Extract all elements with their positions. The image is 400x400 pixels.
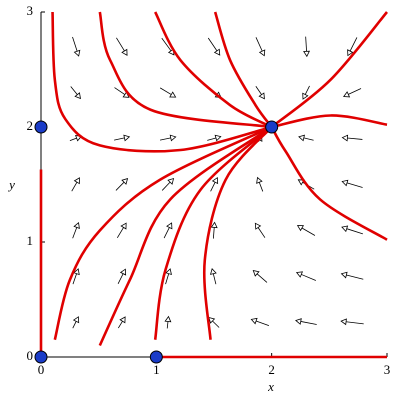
field-arrow	[340, 318, 364, 326]
equilibrium-point	[149, 350, 163, 364]
field-arrow	[71, 177, 80, 192]
field-arrow	[116, 37, 128, 56]
field-arrow	[117, 316, 126, 329]
field-arrow	[114, 134, 131, 142]
field-arrow	[341, 134, 363, 142]
x-tick-label: 2	[268, 362, 275, 377]
field-arrow	[163, 222, 173, 239]
y-tick-label: 3	[27, 3, 34, 18]
field-arrow	[72, 36, 81, 57]
field-arrow	[165, 268, 172, 285]
field-arrow	[254, 222, 266, 238]
x-tick-label: 3	[384, 362, 391, 377]
trajectory	[270, 126, 388, 241]
field-arrow	[255, 86, 265, 100]
y-axis-label: y	[7, 177, 15, 192]
field-arrow	[210, 268, 217, 285]
field-arrow	[115, 178, 129, 191]
field-arrow	[295, 271, 316, 281]
equilibrium-point	[34, 120, 48, 134]
field-arrow	[210, 221, 218, 239]
trajectory	[213, 11, 273, 128]
field-arrow	[252, 270, 268, 283]
field-arrow	[72, 316, 80, 329]
field-arrow	[164, 315, 172, 329]
trajectory	[270, 11, 388, 129]
field-arrow	[70, 86, 81, 100]
trajectory	[98, 125, 273, 347]
field-arrow	[159, 134, 177, 142]
field-arrow	[303, 36, 311, 58]
trajectory	[154, 11, 273, 129]
trajectory	[153, 126, 273, 340]
field-arrow	[298, 134, 314, 142]
field-arrow	[296, 225, 316, 236]
field-arrow	[72, 221, 80, 239]
field-arrow	[207, 37, 221, 56]
trajectory	[202, 126, 273, 340]
field-arrow	[255, 37, 266, 57]
trajectory	[271, 114, 388, 129]
field-arrow	[341, 225, 363, 235]
field-arrow	[72, 268, 80, 285]
field-arrow	[208, 316, 220, 328]
field-arrow	[250, 317, 270, 327]
field-arrow	[340, 271, 364, 280]
field-arrow	[210, 176, 219, 192]
equilibrium-point	[265, 120, 279, 134]
y-tick-label: 1	[27, 233, 34, 248]
field-arrow	[343, 88, 362, 98]
trajectory	[53, 125, 273, 341]
field-arrow	[161, 177, 175, 191]
field-arrow	[302, 85, 310, 100]
x-axis-label: x	[267, 379, 274, 394]
trajectory	[51, 11, 272, 153]
field-arrow	[256, 176, 264, 192]
field-arrow	[207, 134, 222, 142]
x-tick-label: 0	[38, 362, 45, 377]
field-arrow	[116, 222, 127, 239]
trajectory	[98, 11, 272, 129]
x-tick-label: 1	[153, 362, 160, 377]
field-arrow	[295, 318, 317, 325]
field-arrow	[347, 37, 358, 57]
field-arrow	[117, 268, 127, 284]
y-tick-label: 2	[27, 118, 34, 133]
field-arrow	[159, 87, 177, 98]
y-tick-label: 0	[27, 348, 34, 363]
equilibrium-point	[34, 350, 48, 364]
field-arrow	[341, 179, 363, 188]
